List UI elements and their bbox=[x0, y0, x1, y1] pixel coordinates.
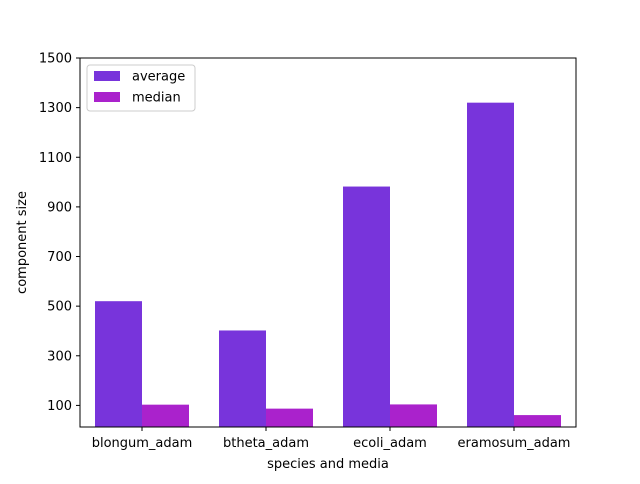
y-tick-label: 500 bbox=[47, 300, 72, 315]
y-tick-label: 1300 bbox=[39, 101, 72, 116]
y-tick-label: 300 bbox=[47, 349, 72, 364]
x-tick-label: blongum_adam bbox=[92, 436, 193, 451]
y-tick-label: 1100 bbox=[39, 151, 72, 166]
legend: average median bbox=[86, 64, 196, 112]
legend-label-median: median bbox=[132, 91, 181, 106]
plot-area-frame bbox=[79, 57, 577, 428]
x-axis-label: species and media bbox=[267, 457, 389, 472]
y-axis-label: component size bbox=[15, 191, 30, 294]
y-tick-label: 1500 bbox=[39, 52, 72, 67]
y-tick-label: 100 bbox=[47, 399, 72, 414]
bar-median-blongum_adam bbox=[142, 404, 189, 427]
y-tick-label: 700 bbox=[47, 250, 72, 265]
bar-median-btheta_adam bbox=[266, 408, 313, 427]
x-tick-label: eramosum_adam bbox=[458, 436, 571, 451]
x-tick-label: ecoli_adam bbox=[353, 436, 427, 451]
x-tick-label: btheta_adam bbox=[223, 436, 309, 451]
bar-median-ecoli_adam bbox=[390, 404, 437, 427]
y-tick-label: 900 bbox=[47, 200, 72, 215]
bar-average-blongum_adam bbox=[95, 301, 142, 427]
legend-label-average: average bbox=[132, 70, 185, 85]
bar-average-ecoli_adam bbox=[343, 186, 390, 427]
bar-median-eramosum_adam bbox=[514, 415, 561, 427]
bar-average-btheta_adam bbox=[219, 330, 266, 427]
legend-swatch-median bbox=[94, 92, 120, 102]
bar-average-eramosum_adam bbox=[467, 102, 514, 427]
legend-swatch-average bbox=[94, 71, 120, 81]
